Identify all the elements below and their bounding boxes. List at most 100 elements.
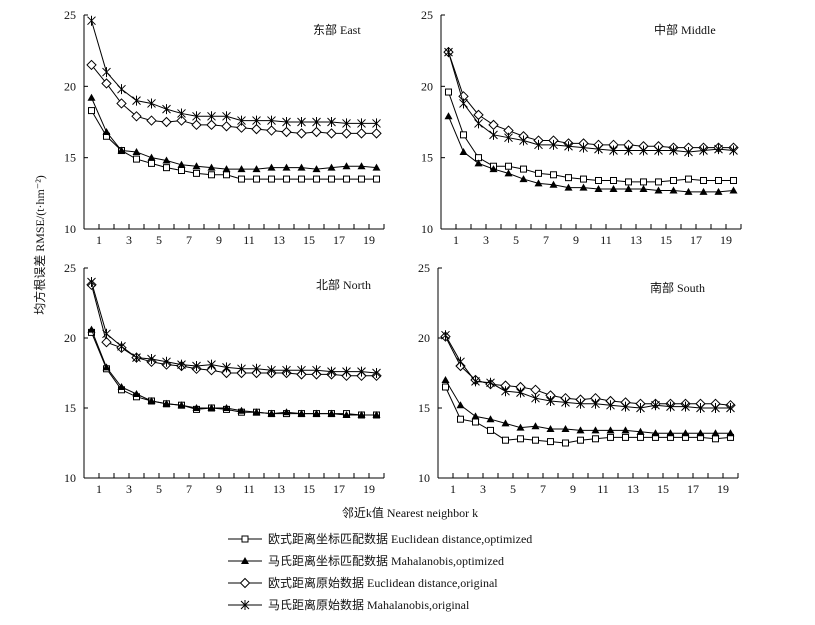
point-mah_orig — [177, 108, 186, 119]
point-mah_opt — [87, 93, 96, 101]
point-mah_orig — [342, 118, 351, 129]
y-tick-label: 15 — [64, 151, 76, 165]
point-euc_opt — [520, 165, 527, 173]
point-mah_orig — [237, 115, 246, 126]
point-euc_orig — [161, 116, 172, 128]
y-tick-label: 25 — [64, 261, 76, 275]
point-euc_opt — [343, 175, 350, 183]
series-line-euc_orig — [91, 284, 377, 377]
x-tick-label: 17 — [333, 233, 345, 247]
point-mah_orig — [729, 145, 738, 156]
panel-title: 东部 East — [313, 22, 361, 37]
point-mah_orig — [504, 132, 513, 143]
point-euc_opt — [208, 171, 215, 179]
point-mah_opt — [549, 180, 558, 188]
point-euc_orig — [221, 121, 232, 132]
legend-item-euc_orig: 欧式距离原始数据 Euclidean distance,original — [228, 575, 498, 590]
point-euc_orig — [191, 119, 202, 131]
x-tick-label: 17 — [690, 233, 702, 247]
point-mah_opt — [666, 429, 675, 437]
point-euc_opt — [445, 88, 452, 96]
legend-item-mah_orig: 马氏距离原始数据 Mahalanobis,original — [228, 597, 470, 612]
y-tick-label: 15 — [421, 151, 433, 165]
point-euc_opt — [610, 176, 617, 184]
point-mah_opt — [651, 429, 660, 437]
x-tick-label: 5 — [513, 233, 519, 247]
point-mah_orig — [87, 277, 96, 287]
point-mah_opt — [699, 187, 708, 195]
point-mah_orig — [606, 400, 615, 411]
x-tick-label: 3 — [480, 482, 486, 496]
point-euc_orig — [356, 128, 367, 139]
point-mah_orig — [441, 330, 450, 341]
point-mah_opt — [516, 423, 525, 431]
point-mah_orig — [237, 363, 246, 374]
point-mah_opt — [357, 162, 366, 170]
x-tick-label: 11 — [597, 482, 609, 496]
point-mah_orig — [177, 359, 186, 370]
x-tick-label: 13 — [627, 482, 639, 496]
y-tick-label: 15 — [64, 401, 76, 415]
point-mah_opt — [606, 426, 615, 434]
point-mah_orig — [594, 144, 603, 155]
point-mah_opt — [576, 426, 585, 434]
point-euc_opt — [580, 175, 587, 183]
x-tick-label: 17 — [333, 482, 345, 496]
point-mah_orig — [372, 118, 381, 129]
point-euc_opt — [268, 175, 275, 183]
point-mah_orig — [501, 386, 510, 397]
x-tick-label: 11 — [600, 233, 612, 247]
point-mah_opt — [441, 376, 450, 383]
x-tick-label: 3 — [126, 482, 132, 496]
point-mah_orig — [591, 398, 600, 409]
point-mah_orig — [669, 145, 678, 156]
point-mah_opt — [591, 426, 600, 434]
point-mah_opt — [312, 409, 321, 417]
point-mah_orig — [576, 398, 585, 409]
y-axis-label: 均方根误差 RMSE/(t·hm⁻²) — [32, 175, 47, 315]
legend-label: 欧式距离原始数据 Euclidean distance,original — [268, 575, 498, 590]
point-mah_orig — [624, 145, 633, 156]
x-tick-label: 1 — [453, 233, 459, 247]
point-mah_orig — [516, 387, 525, 398]
point-euc_opt — [505, 162, 512, 170]
point-mah_orig — [357, 118, 366, 129]
point-mah_opt — [594, 185, 603, 193]
point-euc_opt — [502, 436, 509, 444]
point-mah_orig — [639, 145, 648, 156]
point-euc_opt — [253, 175, 260, 183]
point-euc_orig — [266, 125, 277, 136]
point-mah_opt — [282, 163, 291, 171]
point-mah_orig — [87, 15, 96, 26]
point-euc_orig — [206, 119, 217, 131]
point-mah_orig — [684, 146, 693, 157]
point-euc_opt — [487, 426, 494, 434]
point-mah_orig — [486, 377, 495, 388]
point-mah_orig — [519, 135, 528, 146]
series-line-mah_orig — [91, 281, 377, 374]
point-euc_opt — [715, 176, 722, 184]
point-euc_orig — [116, 98, 127, 109]
point-mah_opt — [624, 185, 633, 193]
x-tick-label: 19 — [717, 482, 729, 496]
point-mah_orig — [444, 47, 453, 58]
x-tick-label: 3 — [483, 233, 489, 247]
point-euc_opt — [532, 436, 539, 444]
panel-title: 中部 Middle — [654, 22, 716, 37]
point-mah_opt — [252, 408, 261, 416]
point-euc_opt — [640, 178, 647, 186]
point-euc_opt — [178, 167, 185, 175]
point-mah_opt — [726, 429, 735, 437]
y-tick-label: 10 — [418, 471, 430, 485]
point-mah_opt — [117, 383, 126, 390]
point-euc_opt — [547, 438, 554, 446]
point-mah_opt — [252, 165, 261, 173]
point-mah_opt — [564, 183, 573, 191]
point-mah_opt — [486, 415, 495, 423]
point-euc_opt — [517, 435, 524, 443]
x-tick-label: 7 — [540, 482, 546, 496]
point-mah_opt — [681, 429, 690, 437]
point-euc_opt — [607, 433, 614, 441]
point-euc_opt — [148, 159, 155, 167]
